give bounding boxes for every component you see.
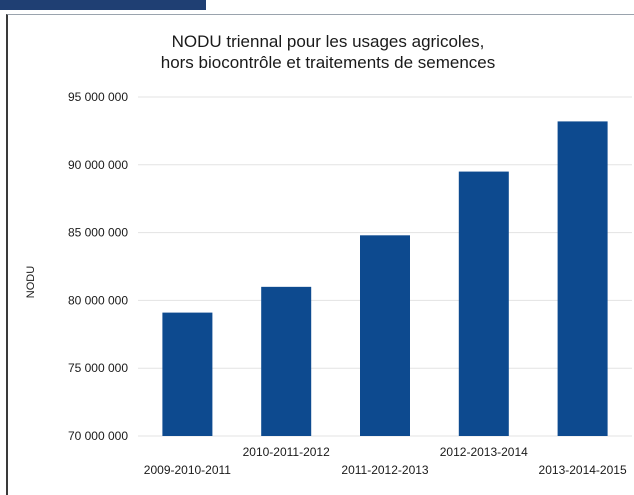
chart-title-line-2: hors biocontrôle et traitements de semen… — [161, 53, 496, 72]
y-tick-label: 70 000 000 — [68, 429, 128, 443]
chart-frame — [6, 14, 634, 495]
bar-2010-2011-2012 — [261, 286, 312, 436]
y-tick-label: 85 000 000 — [68, 226, 128, 240]
x-tick-label: 2011-2012-2013 — [341, 463, 429, 477]
header-accent-band — [0, 0, 206, 10]
y-axis-label: NODU — [25, 266, 37, 298]
x-tick-label: 2009-2010-2011 — [144, 463, 232, 477]
y-tick-label: 90 000 000 — [68, 158, 128, 172]
x-tick-label: 2010-2011-2012 — [243, 445, 331, 459]
y-tick-label: 95 000 000 — [68, 90, 128, 104]
bar-2013-2014-2015 — [557, 121, 608, 437]
x-tick-label: 2013-2014-2015 — [539, 463, 627, 477]
bar-2009-2010-2011 — [162, 312, 213, 436]
y-tick-labels: 70 000 000 75 000 000 80 000 000 85 000 000… — [68, 90, 128, 443]
y-tick-label: 75 000 000 — [68, 361, 128, 375]
chart-title-line-1: NODU triennal pour les usages agricoles, — [172, 32, 485, 51]
bar-chart: NODU triennal pour les usages agricoles,… — [25, 32, 632, 477]
bar-2011-2012-2013 — [360, 235, 410, 436]
y-tick-label: 80 000 000 — [68, 293, 128, 307]
x-tick-label: 2012-2013-2014 — [440, 445, 528, 459]
bar-2012-2013-2014 — [458, 171, 509, 436]
bars — [162, 121, 608, 437]
x-tick-labels: 2009-2010-2011 2010-2011-2012 2011-2012-20… — [144, 445, 627, 477]
